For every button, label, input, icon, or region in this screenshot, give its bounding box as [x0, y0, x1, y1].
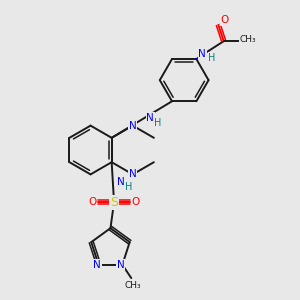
Text: H: H — [208, 53, 216, 63]
Text: CH₃: CH₃ — [240, 35, 256, 44]
Text: N: N — [93, 260, 101, 270]
Text: H: H — [154, 118, 162, 128]
Text: O: O — [221, 15, 229, 26]
Text: O: O — [132, 197, 140, 207]
Text: O: O — [88, 197, 97, 207]
Text: N: N — [117, 177, 125, 187]
Text: N: N — [129, 169, 136, 179]
Text: N: N — [117, 260, 125, 270]
Text: N: N — [198, 49, 206, 59]
Text: S: S — [110, 196, 118, 209]
Text: CH₃: CH₃ — [124, 281, 141, 290]
Text: N: N — [146, 113, 154, 123]
Text: N: N — [129, 121, 136, 130]
Text: H: H — [125, 182, 133, 192]
